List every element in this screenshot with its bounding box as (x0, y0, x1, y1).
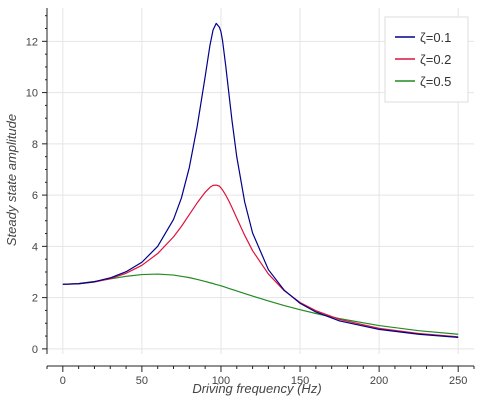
y-tick-label: 10 (26, 88, 38, 100)
legend-label: ζ=0.2 (420, 52, 451, 67)
axes: 0 2 4 6 8 10 12 0 50 100 150 200 250 (26, 8, 475, 387)
y-tick-label: 4 (32, 241, 38, 253)
series-line-3 (62, 273, 459, 335)
y-tick-label: 6 (32, 190, 38, 202)
x-tick-label: 0 (60, 375, 66, 387)
y-tick-label: 12 (26, 36, 38, 48)
series-line-1 (62, 22, 459, 338)
grid-lines (47, 8, 474, 354)
y-tick-label: 0 (32, 344, 38, 356)
x-tick-label: 150 (291, 375, 309, 387)
y-axis-title: Steady state amplitude (4, 114, 19, 246)
series-lines (62, 22, 459, 338)
x-tick-label: 200 (370, 375, 388, 387)
y-tick-label: 8 (32, 139, 38, 151)
x-axis-title: Driving frequency (Hz) (192, 381, 321, 396)
legend: ζ=0.1 ζ=0.2 ζ=0.5 (384, 16, 469, 103)
x-tick-label: 50 (136, 375, 148, 387)
legend-label: ζ=0.1 (420, 30, 451, 45)
x-tick-label: 100 (212, 375, 230, 387)
y-tick-label: 2 (32, 293, 38, 305)
legend-label: ζ=0.5 (420, 74, 451, 89)
x-tick-label: 250 (449, 375, 467, 387)
